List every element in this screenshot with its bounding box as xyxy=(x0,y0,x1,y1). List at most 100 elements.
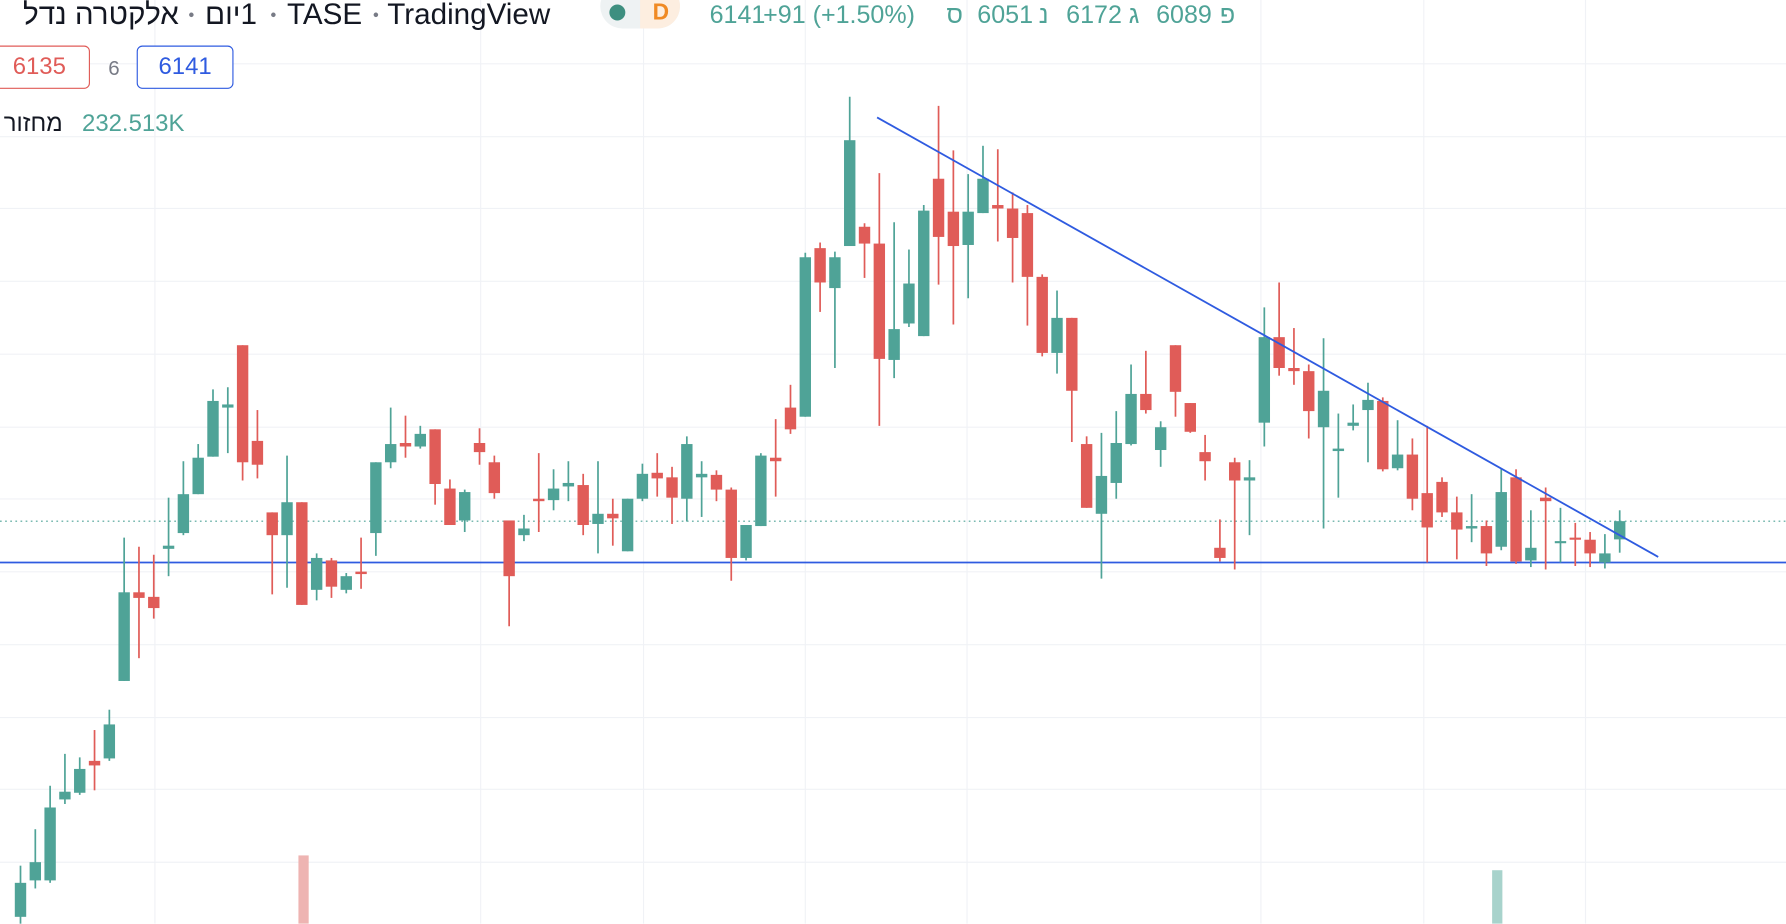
candle-body xyxy=(814,248,826,283)
candle-body xyxy=(29,862,42,881)
candle-body xyxy=(1169,345,1182,392)
candle-body xyxy=(1451,512,1463,530)
candle-body xyxy=(1036,276,1048,353)
candle-body xyxy=(1066,317,1078,391)
candle-body xyxy=(547,488,560,501)
candle-body xyxy=(1229,462,1241,481)
candle-body xyxy=(1273,337,1285,368)
candle-body xyxy=(488,462,501,494)
separator xyxy=(271,12,276,18)
separator xyxy=(373,12,379,18)
candle-body xyxy=(207,400,219,457)
candle-body xyxy=(1554,541,1567,544)
candle-body xyxy=(1021,213,1034,277)
candle-body xyxy=(1421,493,1433,528)
candle-body xyxy=(310,557,323,590)
candle-body xyxy=(932,178,945,237)
source: TradingView xyxy=(387,0,551,31)
candle-body xyxy=(888,329,900,360)
low-label: נ xyxy=(1038,0,1049,29)
candle-body xyxy=(325,560,338,587)
candle-body xyxy=(1303,371,1315,412)
volume-label: מחזור xyxy=(3,110,63,137)
candle-body xyxy=(962,211,974,245)
candle-body xyxy=(1391,454,1404,469)
candle-body xyxy=(636,473,649,499)
exchange: TASE xyxy=(287,0,363,31)
candle-body xyxy=(799,257,811,417)
candle-body xyxy=(1288,367,1300,372)
candle-body xyxy=(562,482,575,487)
candle-body xyxy=(1406,454,1419,499)
candle-body xyxy=(829,257,841,289)
candle-body xyxy=(681,444,693,499)
candle-body xyxy=(133,592,145,598)
candle-body xyxy=(148,596,160,609)
candle-body xyxy=(340,576,352,590)
candle-body xyxy=(1154,427,1167,451)
candle-body xyxy=(592,513,604,524)
timeframe-badge: D xyxy=(652,0,670,26)
candle-body xyxy=(1140,393,1152,411)
candle-body xyxy=(577,485,589,526)
candle-body xyxy=(725,489,737,558)
candle-body xyxy=(740,525,752,558)
candle-body xyxy=(1377,400,1389,470)
candle-body xyxy=(903,283,915,324)
candle-body xyxy=(1569,537,1581,540)
volume-bar xyxy=(298,855,309,924)
candle-body xyxy=(607,513,619,519)
candle-body xyxy=(1317,390,1330,428)
candle-body xyxy=(281,502,293,536)
candle-body xyxy=(177,494,190,534)
candle-body xyxy=(1214,547,1226,558)
low-value: 6051 xyxy=(977,0,1034,29)
volume-bar xyxy=(1492,870,1503,924)
candle-body xyxy=(769,457,782,462)
candle-body xyxy=(621,498,634,552)
candle-body xyxy=(1614,521,1626,540)
interval[interactable]: 1יום xyxy=(205,0,257,31)
candle-body xyxy=(296,502,308,605)
badge-highlight xyxy=(640,0,681,29)
candle-body xyxy=(1332,448,1345,452)
spread: 6 xyxy=(108,56,120,80)
candle-body xyxy=(103,724,116,759)
candle-body xyxy=(858,226,871,244)
status-badge[interactable]: D xyxy=(600,0,681,29)
separator xyxy=(189,12,194,18)
candle-body xyxy=(844,140,856,247)
candle-body xyxy=(992,205,1004,209)
candle-body xyxy=(873,243,886,359)
candle-body xyxy=(947,211,960,247)
close-label: ס xyxy=(946,0,963,29)
symbol-name[interactable]: אלקטרה נדל xyxy=(23,0,179,31)
candle-body xyxy=(444,488,456,526)
candle-body xyxy=(1539,497,1552,502)
market-status-dot xyxy=(609,4,626,21)
sell-button[interactable]: 6135 xyxy=(0,45,90,89)
candle-body xyxy=(1080,444,1093,508)
high-label: ג xyxy=(1128,0,1140,29)
candle-body xyxy=(1184,403,1196,432)
candle-body xyxy=(503,520,515,577)
candle-body xyxy=(1495,492,1507,547)
candle-body xyxy=(651,472,663,479)
volume-value: 232.513K xyxy=(82,110,185,137)
candle-body xyxy=(533,498,545,502)
candle-body xyxy=(222,404,234,408)
candle-body xyxy=(1258,337,1271,423)
candle-body xyxy=(251,440,264,465)
candle-body xyxy=(1436,481,1448,513)
candle-body xyxy=(1243,477,1256,481)
candle-body xyxy=(429,429,441,485)
candle-body xyxy=(1525,547,1537,561)
candle-body xyxy=(1480,526,1493,554)
candle-body xyxy=(473,442,486,453)
candle-body xyxy=(74,768,86,793)
candle-body xyxy=(1199,452,1211,462)
candle-body xyxy=(1584,539,1596,554)
buy-button[interactable]: 6141 xyxy=(136,45,234,89)
candle-body xyxy=(14,882,27,917)
